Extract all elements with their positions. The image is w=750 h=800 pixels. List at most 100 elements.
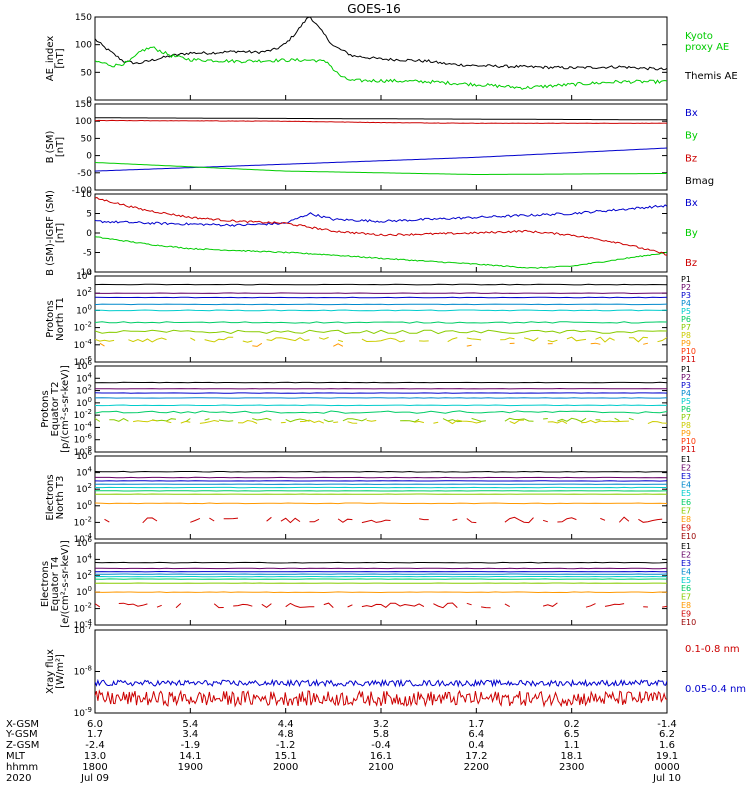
legend-e9: E9 — [681, 523, 691, 532]
x-axis-value: 5.8 — [373, 729, 389, 740]
y-tick-label: 10-4 — [74, 338, 93, 351]
panel-bigrf: -10 -5 0 5 10 B (SM)-IGRF (SM) [nT] Bx By Bz — [45, 190, 698, 278]
x-axis-value: 0000 — [654, 762, 679, 773]
x-axis-value: 6.0 — [87, 719, 103, 730]
y-tick-label: 104 — [76, 269, 92, 282]
panel-frame — [94, 193, 668, 273]
legend-bx: Bx — [685, 198, 698, 209]
x-axis-value: 2300 — [559, 762, 584, 773]
x-axis-value: 4.4 — [278, 719, 294, 730]
x-axis-row-label: X-GSM — [6, 719, 39, 730]
y-tick-label: -10 — [77, 268, 92, 278]
x-axis-value: 1.6 — [659, 740, 675, 751]
channel-line-p1 — [95, 283, 667, 286]
legend-kyoto-proxy-ae: Kyoto proxy AE — [685, 31, 729, 53]
panel-pn: 104 102 100 10-2 10-4 10-6 Protons North T1 P1P2… — [45, 269, 696, 368]
series-line-kyoto-proxy-ae — [95, 46, 667, 90]
plot-area — [95, 117, 667, 175]
y-tick-label: 100 — [76, 585, 92, 598]
channel-line-p2 — [95, 292, 667, 295]
legend-e9: E9 — [681, 610, 691, 619]
x-axis-value: 1900 — [178, 762, 203, 773]
x-axis-value: -2.4 — [85, 740, 105, 751]
channel-line-e1 — [95, 470, 667, 473]
y-axis-label: [nT] — [55, 137, 66, 157]
channel-line-p3 — [95, 296, 667, 299]
series-line-0-05-0-4-nm — [95, 678, 667, 688]
legend-e7: E7 — [681, 506, 691, 515]
panel-xray: 10-7 10-8 10-9 Xray flux [W/m²] 0.1-0.8 nm 0.0… — [45, 623, 746, 719]
legend-p6: P6 — [681, 405, 691, 414]
x-axis-value: 19.1 — [656, 751, 678, 762]
channel-line-p5 — [95, 404, 667, 407]
legend-e8: E8 — [681, 515, 691, 524]
y-axis-label: Equator T2 — [50, 382, 61, 437]
legend-e6: E6 — [681, 584, 691, 593]
plot-area — [95, 561, 667, 609]
plot-area — [95, 196, 667, 269]
legend-bz: Bz — [685, 258, 697, 269]
x-axis-value: 1800 — [82, 762, 107, 773]
x-axis-value: 6.2 — [659, 729, 675, 740]
y-tick-label: 106 — [76, 449, 92, 462]
x-axis-row-label: Z-GSM — [6, 740, 39, 751]
y-axis-label: AE_index — [45, 36, 56, 82]
legend-p1: P1 — [681, 275, 691, 284]
y-tick-label: 102 — [76, 569, 92, 582]
y-axis-label: B (SM)-IGRF (SM) — [45, 190, 56, 276]
y-tick-label: 100 — [76, 499, 92, 512]
panel-bsm: -100 -50 0 50 100 150 B (SM) [nT] Bx By Bz Bmag — [45, 100, 714, 196]
x-axis-value: Jul 09 — [80, 773, 109, 784]
y-tick-label: 150 — [75, 13, 92, 23]
x-axis-value: 3.4 — [182, 729, 198, 740]
y-tick-label: 10-4 — [74, 532, 93, 545]
legend-by: By — [685, 131, 698, 142]
legend-p6: P6 — [681, 315, 691, 324]
legend-e1: E1 — [681, 455, 691, 464]
channel-line-p8 — [133, 419, 667, 425]
figure-title: GOES-16 — [347, 2, 401, 16]
y-tick-label: 10-2 — [74, 321, 92, 334]
x-axis-value: -1.2 — [276, 740, 296, 751]
panel-frame — [94, 103, 668, 191]
x-axis-value: 6.5 — [564, 729, 580, 740]
legend-p5: P5 — [681, 397, 691, 406]
panel-ee: 106 104 102 100 10-2 10-4 Electrons Equator T4[… — [40, 536, 696, 631]
x-axis-value: 15.1 — [275, 751, 297, 762]
y-axis-label: [e/(cm²-s-sr-keV)] — [60, 540, 71, 628]
legend-e3: E3 — [681, 472, 691, 481]
x-axis-row-label: Y-GSM — [5, 729, 38, 740]
legend-e2: E2 — [681, 464, 691, 473]
channel-line-p7 — [95, 418, 658, 422]
legend-e8: E8 — [681, 601, 691, 610]
legend-e2: E2 — [681, 550, 691, 559]
panel-frame — [94, 455, 668, 540]
y-axis-label: B (SM) — [45, 130, 56, 163]
panel-frame — [94, 365, 668, 453]
plot-area — [95, 283, 667, 346]
y-tick-label: -5 — [83, 249, 92, 259]
panel-ae: 0 50 100 150 AE_index [nT] Kyoto proxy AE Themis… — [45, 13, 738, 106]
series-line-0-1-0-8-nm — [95, 689, 667, 708]
y-tick-label: 10 — [81, 190, 93, 200]
x-axis-value: -0.4 — [371, 740, 391, 751]
legend-e10: E10 — [681, 532, 696, 541]
x-axis-value: 2100 — [368, 762, 393, 773]
channel-line-p6 — [95, 410, 667, 414]
y-tick-label: 104 — [76, 552, 92, 565]
y-tick-label: 104 — [76, 371, 92, 384]
y-tick-label: -100 — [72, 186, 93, 196]
y-axis-label: Protons — [40, 390, 51, 427]
channel-line-e8 — [95, 591, 667, 594]
legend-p2: P2 — [681, 373, 691, 382]
y-tick-label: 10-8 — [74, 445, 92, 458]
x-axis-value: 1.1 — [564, 740, 580, 751]
series-line-bz — [95, 196, 667, 256]
series-line-bmag — [95, 117, 667, 121]
series-line-by — [95, 162, 667, 175]
y-axis-label: North T3 — [55, 476, 66, 520]
legend-e5: E5 — [681, 576, 691, 585]
